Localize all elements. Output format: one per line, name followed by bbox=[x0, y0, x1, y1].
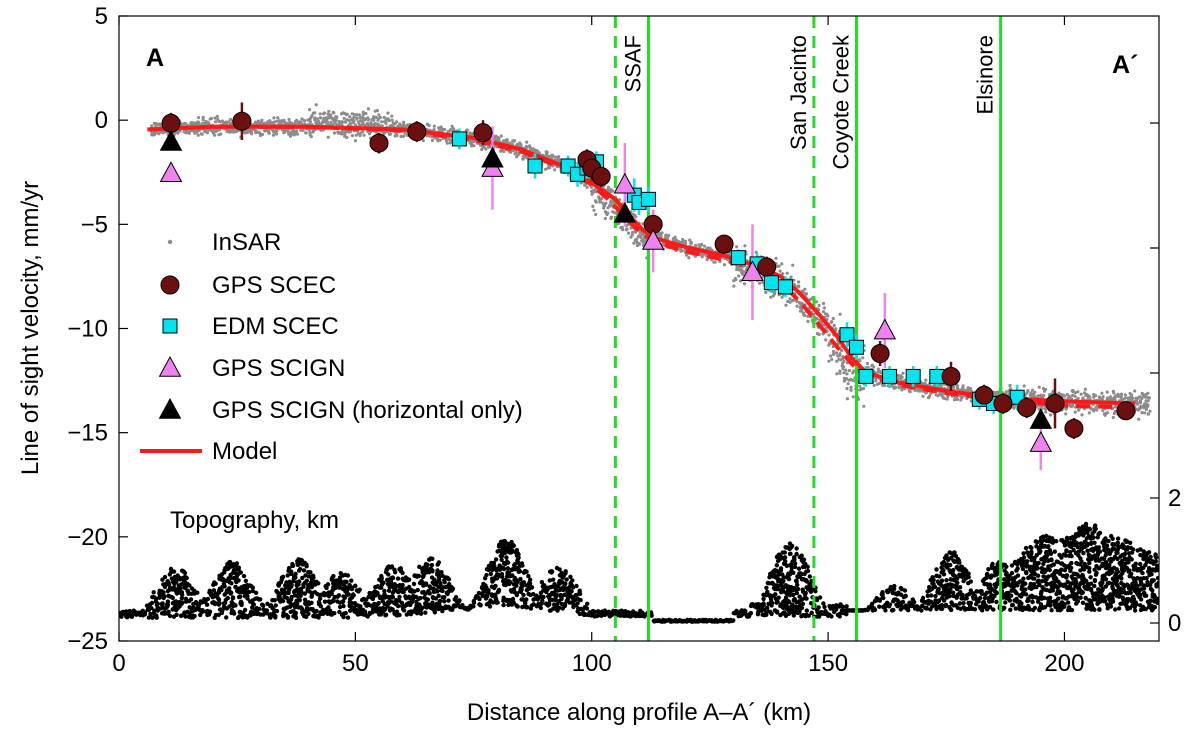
legend-item-gps_scign: GPS SCIGN bbox=[158, 355, 345, 382]
y-tick-label: 0 bbox=[95, 107, 108, 134]
gps-scec-point bbox=[407, 122, 427, 142]
edm-scec-point bbox=[640, 191, 656, 207]
edm-scec-point bbox=[848, 339, 864, 355]
legend-label: Model bbox=[212, 438, 277, 465]
observation-markers bbox=[159, 102, 1136, 471]
gps-scign-horizontal-point bbox=[481, 146, 504, 168]
gps-scec-point bbox=[714, 234, 734, 254]
fault-label: Elsinore bbox=[973, 35, 998, 114]
x-tick-label: 50 bbox=[342, 650, 369, 677]
legend-item-insar: InSAR bbox=[167, 229, 281, 256]
legend-item-model: Model bbox=[140, 438, 277, 465]
edm-scec-point bbox=[778, 279, 794, 295]
gps-scign-horizontal-point bbox=[159, 129, 183, 151]
fault-lines bbox=[613, 16, 1003, 641]
fault-label: SSAF bbox=[620, 35, 645, 92]
legend-swatch bbox=[158, 397, 182, 419]
gps-scec-point bbox=[232, 111, 252, 131]
gps-scec-point bbox=[591, 166, 611, 186]
x-tick-label: 150 bbox=[808, 650, 848, 677]
gps-scec-point bbox=[1017, 398, 1037, 418]
edm-scec-point bbox=[882, 368, 898, 384]
fault-labels: SSAF San Jacinto Coyote Creek Elsinore bbox=[620, 34, 997, 170]
edm-scec-point bbox=[763, 275, 779, 291]
gps-scec-point bbox=[974, 385, 994, 405]
y-axis: 5 0 −5 −10 −15 −20 −25 bbox=[67, 3, 128, 655]
gps-scec-point bbox=[941, 366, 961, 386]
x-tick-label: 0 bbox=[112, 650, 125, 677]
gps-scec-point bbox=[1116, 401, 1136, 421]
legend-swatch bbox=[162, 318, 178, 334]
edm-scec-point bbox=[839, 327, 855, 343]
x-tick-label: 200 bbox=[1044, 650, 1084, 677]
fault-label: Coyote Creek bbox=[828, 34, 853, 170]
gps-scign-point bbox=[613, 172, 637, 194]
x-axis-label: Distance along profile A–A´ (km) bbox=[467, 699, 811, 726]
gps-scec-point bbox=[870, 344, 890, 363]
gps-scec-point bbox=[161, 113, 181, 133]
legend-label: InSAR bbox=[212, 229, 281, 256]
y-tick-label: −20 bbox=[67, 524, 108, 551]
legend-label: GPS SCIGN bbox=[212, 355, 345, 382]
gps-scign-horizontal-point bbox=[1029, 408, 1053, 429]
legend-swatch bbox=[160, 275, 180, 295]
legend-label: GPS SCEC bbox=[212, 272, 336, 299]
y2-tick-label: 0 bbox=[1168, 610, 1181, 637]
gps-scec-point bbox=[757, 257, 777, 277]
legend-swatch bbox=[158, 355, 182, 377]
legend-item-gps_scec: GPS SCEC bbox=[160, 272, 336, 299]
y-axis-label: Line of sight velocity, mm/yr bbox=[17, 181, 44, 475]
legend-item-gps_scign_h: GPS SCIGN (horizontal only) bbox=[158, 397, 523, 424]
y-tick-label: −25 bbox=[67, 628, 108, 655]
legend: InSAR GPS SCEC EDM SCEC GPS SCIGN GPS SCIGN … bbox=[140, 229, 523, 465]
gps-scec-point bbox=[473, 123, 493, 143]
edm-scec-point bbox=[451, 131, 467, 147]
gps-scign-point bbox=[873, 318, 897, 340]
legend-label: EDM SCEC bbox=[212, 313, 339, 340]
gps-scign-point bbox=[741, 260, 764, 281]
legend-swatch bbox=[167, 239, 173, 245]
gps-scign-point bbox=[1029, 431, 1053, 452]
x-tick-label: 100 bbox=[572, 650, 612, 677]
legend-item-edm_scec: EDM SCEC bbox=[162, 313, 339, 340]
profile-start-label: A bbox=[146, 44, 164, 72]
topography-label: Topography, km bbox=[170, 507, 339, 534]
gps-scec-point bbox=[369, 133, 389, 153]
y-tick-label: −10 bbox=[67, 316, 108, 343]
topography-axis: 20 bbox=[1150, 122, 1181, 637]
gps-scign-horizontal-point bbox=[613, 201, 637, 223]
y-tick-label: −15 bbox=[67, 420, 108, 447]
gps-scec-point bbox=[1045, 394, 1065, 413]
gps-scec-point bbox=[993, 394, 1013, 413]
y-tick-label: 5 bbox=[95, 3, 108, 30]
edm-scec-point bbox=[905, 368, 921, 384]
edm-scec-point bbox=[730, 250, 746, 266]
x-axis: 0 50 100 150 200 bbox=[112, 16, 1084, 677]
gps-scign-point bbox=[159, 161, 183, 183]
fault-label: San Jacinto bbox=[786, 35, 811, 150]
edm-scec-point bbox=[858, 368, 874, 384]
gps-scign-point bbox=[641, 228, 665, 250]
profile-end-label: A´ bbox=[1112, 51, 1138, 79]
y2-tick-label: 2 bbox=[1168, 485, 1181, 512]
edm-scec-point bbox=[527, 158, 543, 174]
topography-layer bbox=[119, 521, 1159, 624]
legend-label: GPS SCIGN (horizontal only) bbox=[212, 397, 523, 424]
y-tick-label: −5 bbox=[81, 211, 108, 238]
gps-scec-point bbox=[1064, 419, 1084, 438]
